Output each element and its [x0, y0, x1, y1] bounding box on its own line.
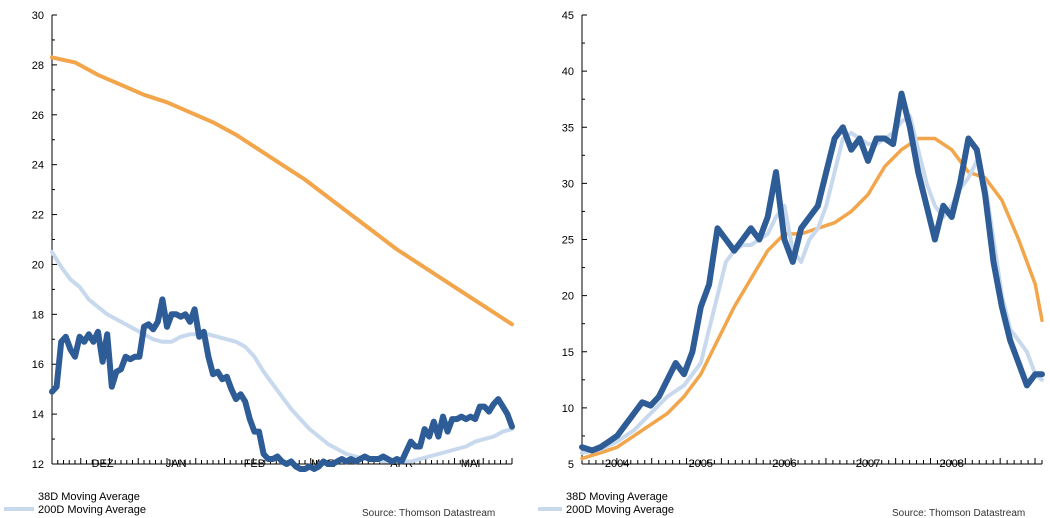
y-tick-label: 5: [568, 459, 574, 471]
y-tick-label: 24: [32, 160, 44, 172]
y-tick-label: 15: [562, 347, 574, 359]
y-tick-label: 12: [32, 459, 44, 471]
y-tick-label: 18: [32, 309, 44, 321]
y-tick-label: 26: [32, 110, 44, 122]
x-tick-label: 2007: [856, 458, 880, 470]
series-line-ma200: [50, 55, 514, 327]
x-tick-label: 2008: [939, 458, 963, 470]
y-tick-label: 10: [562, 403, 574, 415]
legend-item-ma38-left: 38D Moving Average: [38, 491, 140, 503]
legend-item-ma200-right: 200D Moving Average: [566, 504, 674, 516]
x-tick-label: 2004: [605, 458, 629, 470]
source-note-left: Source: Thomson Datastream: [362, 508, 495, 518]
x-tick-label: MAI: [461, 458, 481, 470]
y-tick-label: 20: [32, 259, 44, 271]
x-tick-label: FEB: [244, 458, 265, 470]
y-tick-label: 22: [32, 210, 44, 222]
series-line-price: [579, 90, 1045, 454]
right-chart: 5 10 15 20 25 30 35 40 45 2004 2005 2006 2007 2008: [562, 10, 1045, 471]
series-line-ma38: [50, 250, 514, 464]
y-tick-label: 16: [32, 359, 44, 371]
x-tick-label: DEZ: [92, 458, 114, 470]
y-tick-label: 14: [32, 409, 44, 421]
x-tick-label: 2005: [689, 458, 713, 470]
x-tick-label: 2006: [772, 458, 796, 470]
y-tick-label: 35: [562, 122, 574, 134]
y-tick-label: 40: [562, 66, 574, 78]
y-tick-label: 25: [562, 235, 574, 247]
y-tick-label: 45: [562, 10, 574, 22]
source-note-right: Source: Thomson Datastream: [892, 508, 1025, 518]
y-tick-label: 30: [562, 178, 574, 190]
left-legend: 38D Moving Average 200D Moving Average S…: [4, 491, 495, 518]
legend-item-ma38-right: 38D Moving Average: [566, 491, 668, 503]
series-line-price: [49, 296, 515, 472]
y-tick-label: 20: [562, 291, 574, 303]
legend-item-ma200-left: 200D Moving Average: [38, 504, 146, 516]
right-legend: 38D Moving Average 200D Moving Average S…: [538, 491, 1025, 518]
x-tick-label: JAN: [166, 458, 187, 470]
y-tick-label: 28: [32, 60, 44, 72]
y-tick-label: 30: [32, 10, 44, 22]
